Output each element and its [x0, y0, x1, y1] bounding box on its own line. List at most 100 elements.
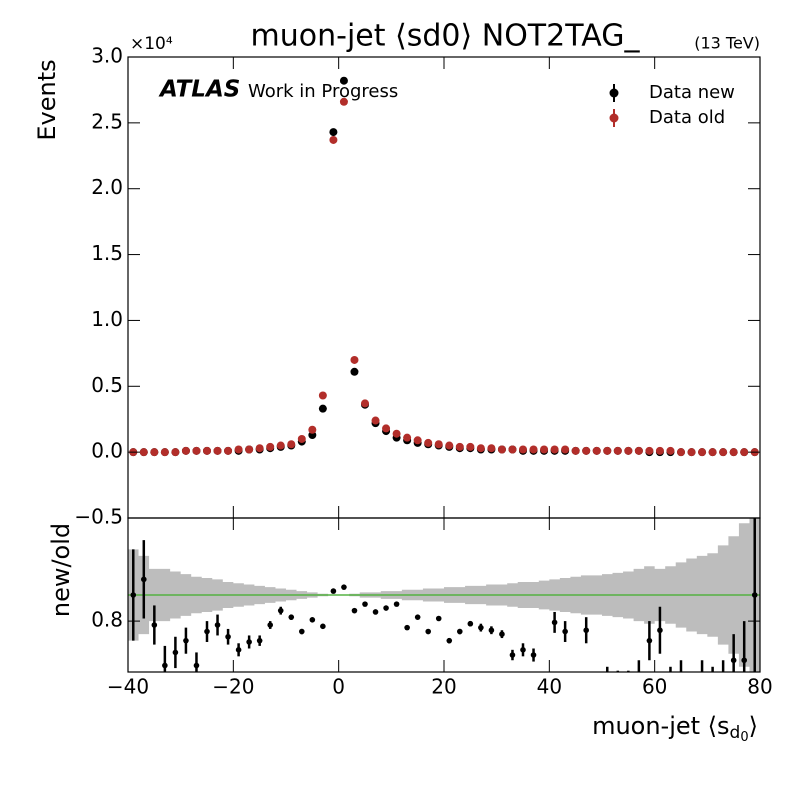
data-point: [445, 441, 454, 450]
data-point: [181, 446, 190, 455]
ratio-point: [689, 697, 695, 703]
data-point: [350, 367, 359, 376]
data-point: [192, 446, 201, 455]
data-point: [150, 448, 159, 457]
data-point: [519, 445, 527, 454]
ratio-point: [320, 623, 326, 630]
ratio-point: [594, 684, 600, 690]
data-point: [487, 444, 496, 453]
ratio-point: [425, 628, 432, 635]
ratio-point: [299, 628, 305, 635]
data-point: [339, 97, 348, 106]
y-tick-label: 0.5: [91, 373, 123, 397]
data-point: [571, 446, 580, 455]
experiment-label: ATLAS: [158, 77, 240, 103]
axes: −0.5 0.0 0.5 1.0 1.5 2.0 2.5 3.0 Data new Data ol…: [74, 44, 772, 699]
data-point: [160, 448, 169, 457]
y-tick-label: 2.0: [91, 175, 123, 199]
data-point: [318, 391, 327, 400]
data-point: [624, 446, 633, 455]
ratio-point: [551, 619, 558, 626]
ratio-point: [646, 637, 653, 644]
data-point: [729, 448, 738, 457]
data-point: [413, 436, 422, 445]
ratio-point: [362, 601, 368, 607]
x-tick-label: 40: [537, 675, 562, 699]
ratio-point: [636, 677, 642, 683]
data-point: [466, 442, 475, 451]
data-point: [687, 448, 696, 457]
data-point: [603, 446, 612, 455]
data-point: [139, 448, 148, 457]
data-point: [224, 446, 233, 455]
data-point: [698, 448, 707, 457]
data-point: [234, 445, 243, 454]
data-point: [719, 448, 728, 457]
data-point: [497, 445, 506, 454]
status-label: Work in Progress: [248, 81, 398, 102]
ratio-point: [277, 607, 284, 614]
ratio-point: [256, 637, 263, 644]
data-point: [508, 445, 517, 454]
y-tick-label: 0.0: [91, 439, 123, 463]
data-point: [308, 425, 317, 434]
data-point: [245, 445, 254, 454]
data-point: [403, 433, 412, 442]
ratio-point: [351, 607, 358, 614]
ratio-point: [204, 628, 210, 635]
ratio-plot: [128, 518, 760, 703]
x-label-subsub: 0: [740, 730, 748, 745]
data-point: [213, 446, 222, 455]
ratio-point: [678, 677, 684, 683]
data-point: [476, 444, 485, 453]
data-point: [740, 448, 749, 457]
ratio-point: [193, 662, 200, 669]
data-point: [382, 424, 391, 433]
ratio-point: [530, 652, 537, 658]
ratio-point: [488, 627, 495, 634]
ratio-point: [393, 601, 400, 607]
ratio-point: [741, 657, 747, 664]
ratio-point: [562, 628, 568, 635]
legend-marker: [609, 88, 619, 98]
data-point: [613, 446, 622, 455]
ratio-point: [478, 624, 484, 631]
data-point: [203, 446, 211, 455]
y-tick-label: 3.0: [91, 44, 123, 68]
y-tick-label: −0.5: [74, 505, 123, 529]
x-tick-label: −40: [107, 675, 149, 699]
ratio-point: [668, 684, 674, 690]
y-tick-label: 0.8: [91, 608, 123, 632]
ratio-point: [246, 639, 252, 645]
y-tick-label: 1.5: [91, 241, 123, 265]
x-label-close: ⟩: [749, 712, 758, 740]
ratio-frame: [127, 517, 761, 673]
ratio-point: [520, 647, 526, 653]
y-tick-label: 2.5: [91, 109, 123, 133]
data-point: [371, 416, 380, 425]
data-point: [592, 446, 601, 455]
legend-label: Data old: [649, 107, 725, 128]
ratio-point: [225, 633, 231, 640]
data-point: [329, 135, 338, 144]
ratio-point: [730, 657, 737, 664]
data-point: [361, 399, 369, 408]
ratio-point: [330, 588, 337, 594]
data-point: [318, 404, 327, 413]
legend-marker: [609, 113, 619, 123]
main-plot: [129, 76, 759, 457]
data-point: [582, 446, 591, 455]
ratio-point: [626, 684, 632, 690]
y-axis-label: Events: [33, 59, 61, 140]
data-point: [266, 442, 275, 451]
ratio-point: [573, 697, 579, 703]
ratio-point: [130, 592, 137, 598]
ratio-point: [404, 624, 410, 631]
ratio-point: [383, 605, 389, 611]
data-point: [255, 444, 264, 453]
data-point: [171, 448, 180, 457]
data-point: [645, 446, 654, 455]
data-point: [434, 440, 443, 449]
data-point: [339, 76, 348, 85]
ratio-point: [657, 627, 663, 634]
